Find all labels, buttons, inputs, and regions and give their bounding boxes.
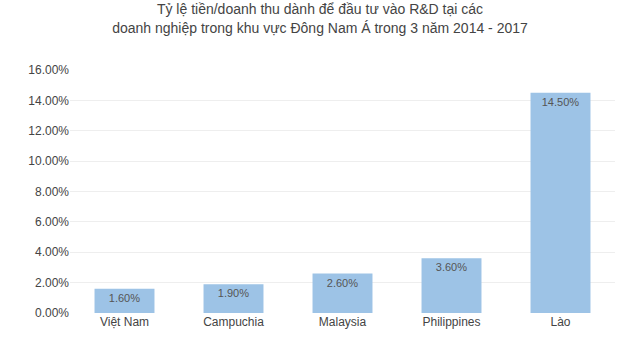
svg-text:2.60%: 2.60% — [327, 277, 358, 289]
svg-text:Malaysia: Malaysia — [319, 315, 367, 329]
svg-text:Việt Nam: Việt Nam — [100, 315, 149, 329]
svg-text:0.00%: 0.00% — [35, 306, 69, 320]
svg-text:Philippines: Philippines — [422, 315, 480, 329]
svg-text:12.00%: 12.00% — [28, 124, 69, 138]
svg-text:14.00%: 14.00% — [28, 94, 69, 108]
svg-text:Campuchia: Campuchia — [203, 315, 264, 329]
svg-text:Lào: Lào — [550, 315, 570, 329]
svg-text:Tỷ lệ tiền/doanh thu dành để đ: Tỷ lệ tiền/doanh thu dành để đầu tư vào … — [112, 1, 528, 35]
svg-text:3.60%: 3.60% — [436, 261, 467, 273]
svg-text:6.00%: 6.00% — [35, 215, 69, 229]
svg-text:4.00%: 4.00% — [35, 245, 69, 259]
svg-text:1.90%: 1.90% — [218, 287, 249, 299]
svg-text:14.50%: 14.50% — [542, 96, 580, 108]
svg-text:1.60%: 1.60% — [109, 292, 140, 304]
svg-text:16.00%: 16.00% — [28, 63, 69, 77]
svg-text:8.00%: 8.00% — [35, 185, 69, 199]
svg-text:2.00%: 2.00% — [35, 276, 69, 290]
svg-text:10.00%: 10.00% — [28, 154, 69, 168]
